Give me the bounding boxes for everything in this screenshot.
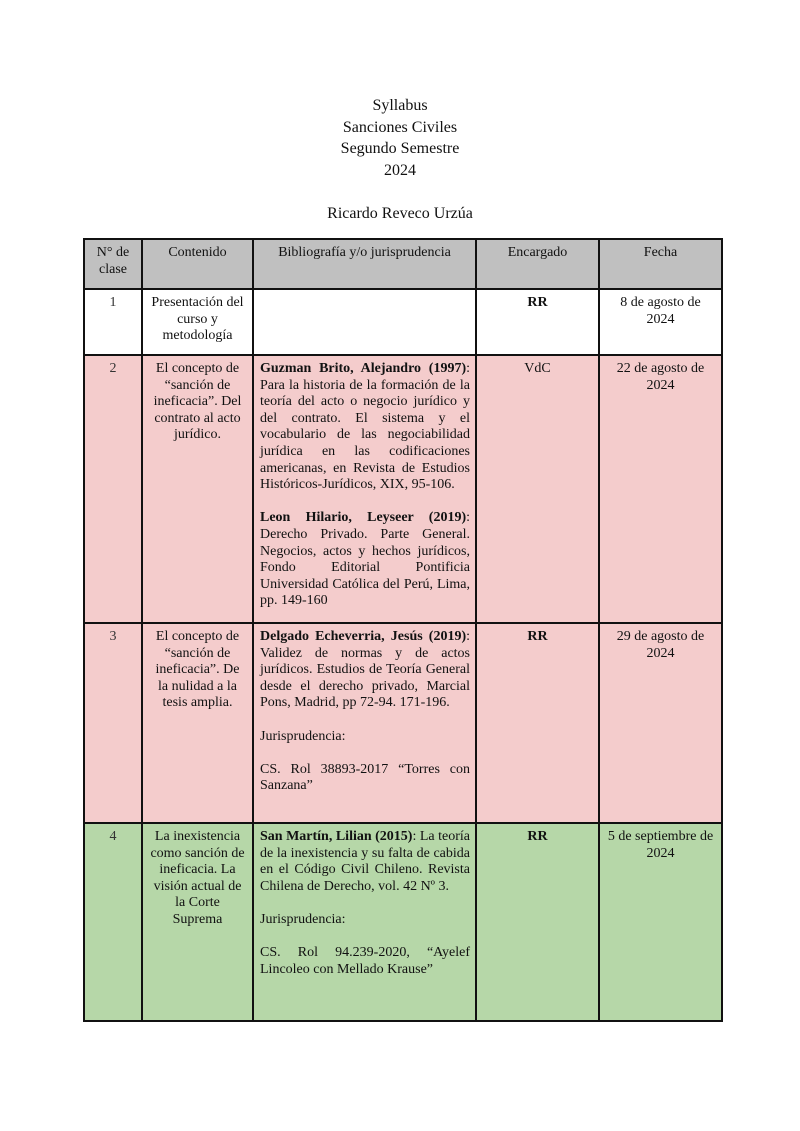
bibliography-text: : Para la historia de la formación de la… xyxy=(260,361,470,493)
bibliography-entry: CS. Rol 38893-2017 “Torres con Sanzana” xyxy=(260,762,470,795)
column-header: Fecha xyxy=(598,238,723,290)
class-content: El concepto de “sanción de ineficacia”. … xyxy=(141,622,254,824)
bibliography-author: Guzman Brito, Alejandro (1997) xyxy=(260,361,467,376)
bibliography-text: Jurisprudencia: xyxy=(260,728,346,744)
class-date: 5 de septiembre de 2024 xyxy=(598,822,723,1022)
bibliography-entry: CS. Rol 94.239-2020, “Ayelef Lincoleo co… xyxy=(260,945,470,978)
bibliography-text: CS. Rol 94.239-2020, “Ayelef Lincoleo co… xyxy=(260,945,470,977)
class-date: 8 de agosto de 2024 xyxy=(598,288,723,356)
bibliography-text: : La teoría de la inexistencia y su falt… xyxy=(260,829,470,894)
responsible: RR xyxy=(475,822,600,1022)
title-line: Sanciones Civiles xyxy=(342,118,458,136)
class-content: Presentación del curso y metodología xyxy=(141,288,254,356)
class-number: 3 xyxy=(83,622,143,824)
table-row: 3 El concepto de “sanción de ineficacia”.… xyxy=(83,622,723,824)
bibliography-author: San Martín, Lilian (2015) xyxy=(260,829,413,844)
class-date: 22 de agosto de 2024 xyxy=(598,354,723,624)
bibliography-cell xyxy=(252,288,477,356)
class-number: 4 xyxy=(83,822,143,1022)
bibliography-entry: Guzman Brito, Alejandro (1997): Para la … xyxy=(260,361,470,494)
table-row: 4 La inexistencia como sanción de inefica… xyxy=(83,822,723,1022)
responsible: RR xyxy=(475,288,600,356)
title-line: Syllabus xyxy=(372,97,428,114)
bibliography-entry: San Martín, Lilian (2015): La teoría de … xyxy=(260,829,470,895)
title-line: Segundo Semestre xyxy=(340,140,460,158)
bibliography-text: CS. Rol 38893-2017 “Torres con Sanzana” xyxy=(260,761,470,794)
bibliography-text: Jurisprudencia: xyxy=(260,911,346,927)
table-row: 2 El concepto de “sanción de ineficacia”.… xyxy=(83,354,723,624)
bibliography-entry: Leon Hilario, Leyseer (2019): Derecho Pr… xyxy=(260,510,470,610)
class-content: La inexistencia como sanción de ineficac… xyxy=(141,822,254,1022)
column-header: Bibliografía y/o jurisprudencia xyxy=(252,238,477,290)
bibliography-cell: San Martín, Lilian (2015): La teoría de … xyxy=(252,822,477,1022)
bibliography-entry: Jurisprudencia: xyxy=(260,912,470,929)
bibliography-author: Leon Hilario, Leyseer (2019) xyxy=(260,510,467,526)
responsible: RR xyxy=(475,622,600,824)
column-header: Contenido xyxy=(141,238,254,290)
class-number: 2 xyxy=(83,354,143,624)
document-title: Syllabus Sanciones Civiles Segundo Semes… xyxy=(0,95,800,182)
author-name: Ricardo Reveco Urzúa xyxy=(327,205,473,222)
title-line: 2024 xyxy=(384,162,416,180)
class-content: El concepto de “sanción de ineficacia”. … xyxy=(141,354,254,624)
bibliography-text: : Validez de normas y de actos jurídicos… xyxy=(260,629,470,711)
responsible: VdC xyxy=(475,354,600,624)
column-header: N° de clase xyxy=(83,238,143,290)
bibliography-cell: Guzman Brito, Alejandro (1997): Para la … xyxy=(252,354,477,624)
bibliography-entry: Jurisprudencia: xyxy=(260,729,470,746)
bibliography-entry: Delgado Echeverria, Jesús (2019): Valide… xyxy=(260,629,470,712)
table-row: 1 Presentación del curso y metodología RR 8… xyxy=(83,288,723,356)
class-number: 1 xyxy=(83,288,143,356)
bibliography-author: Delgado Echeverria, Jesús (2019) xyxy=(260,629,467,644)
column-header: Encargado xyxy=(475,238,600,290)
bibliography-text: : Derecho Privado. Parte General. Negoci… xyxy=(260,510,470,609)
header-row: N° de clase Contenido Bibliografía y/o j… xyxy=(83,238,723,290)
bibliography-cell: Delgado Echeverria, Jesús (2019): Valide… xyxy=(252,622,477,824)
syllabus-table: N° de clase Contenido Bibliografía y/o j… xyxy=(83,238,723,1022)
class-date: 29 de agosto de 2024 xyxy=(598,622,723,824)
